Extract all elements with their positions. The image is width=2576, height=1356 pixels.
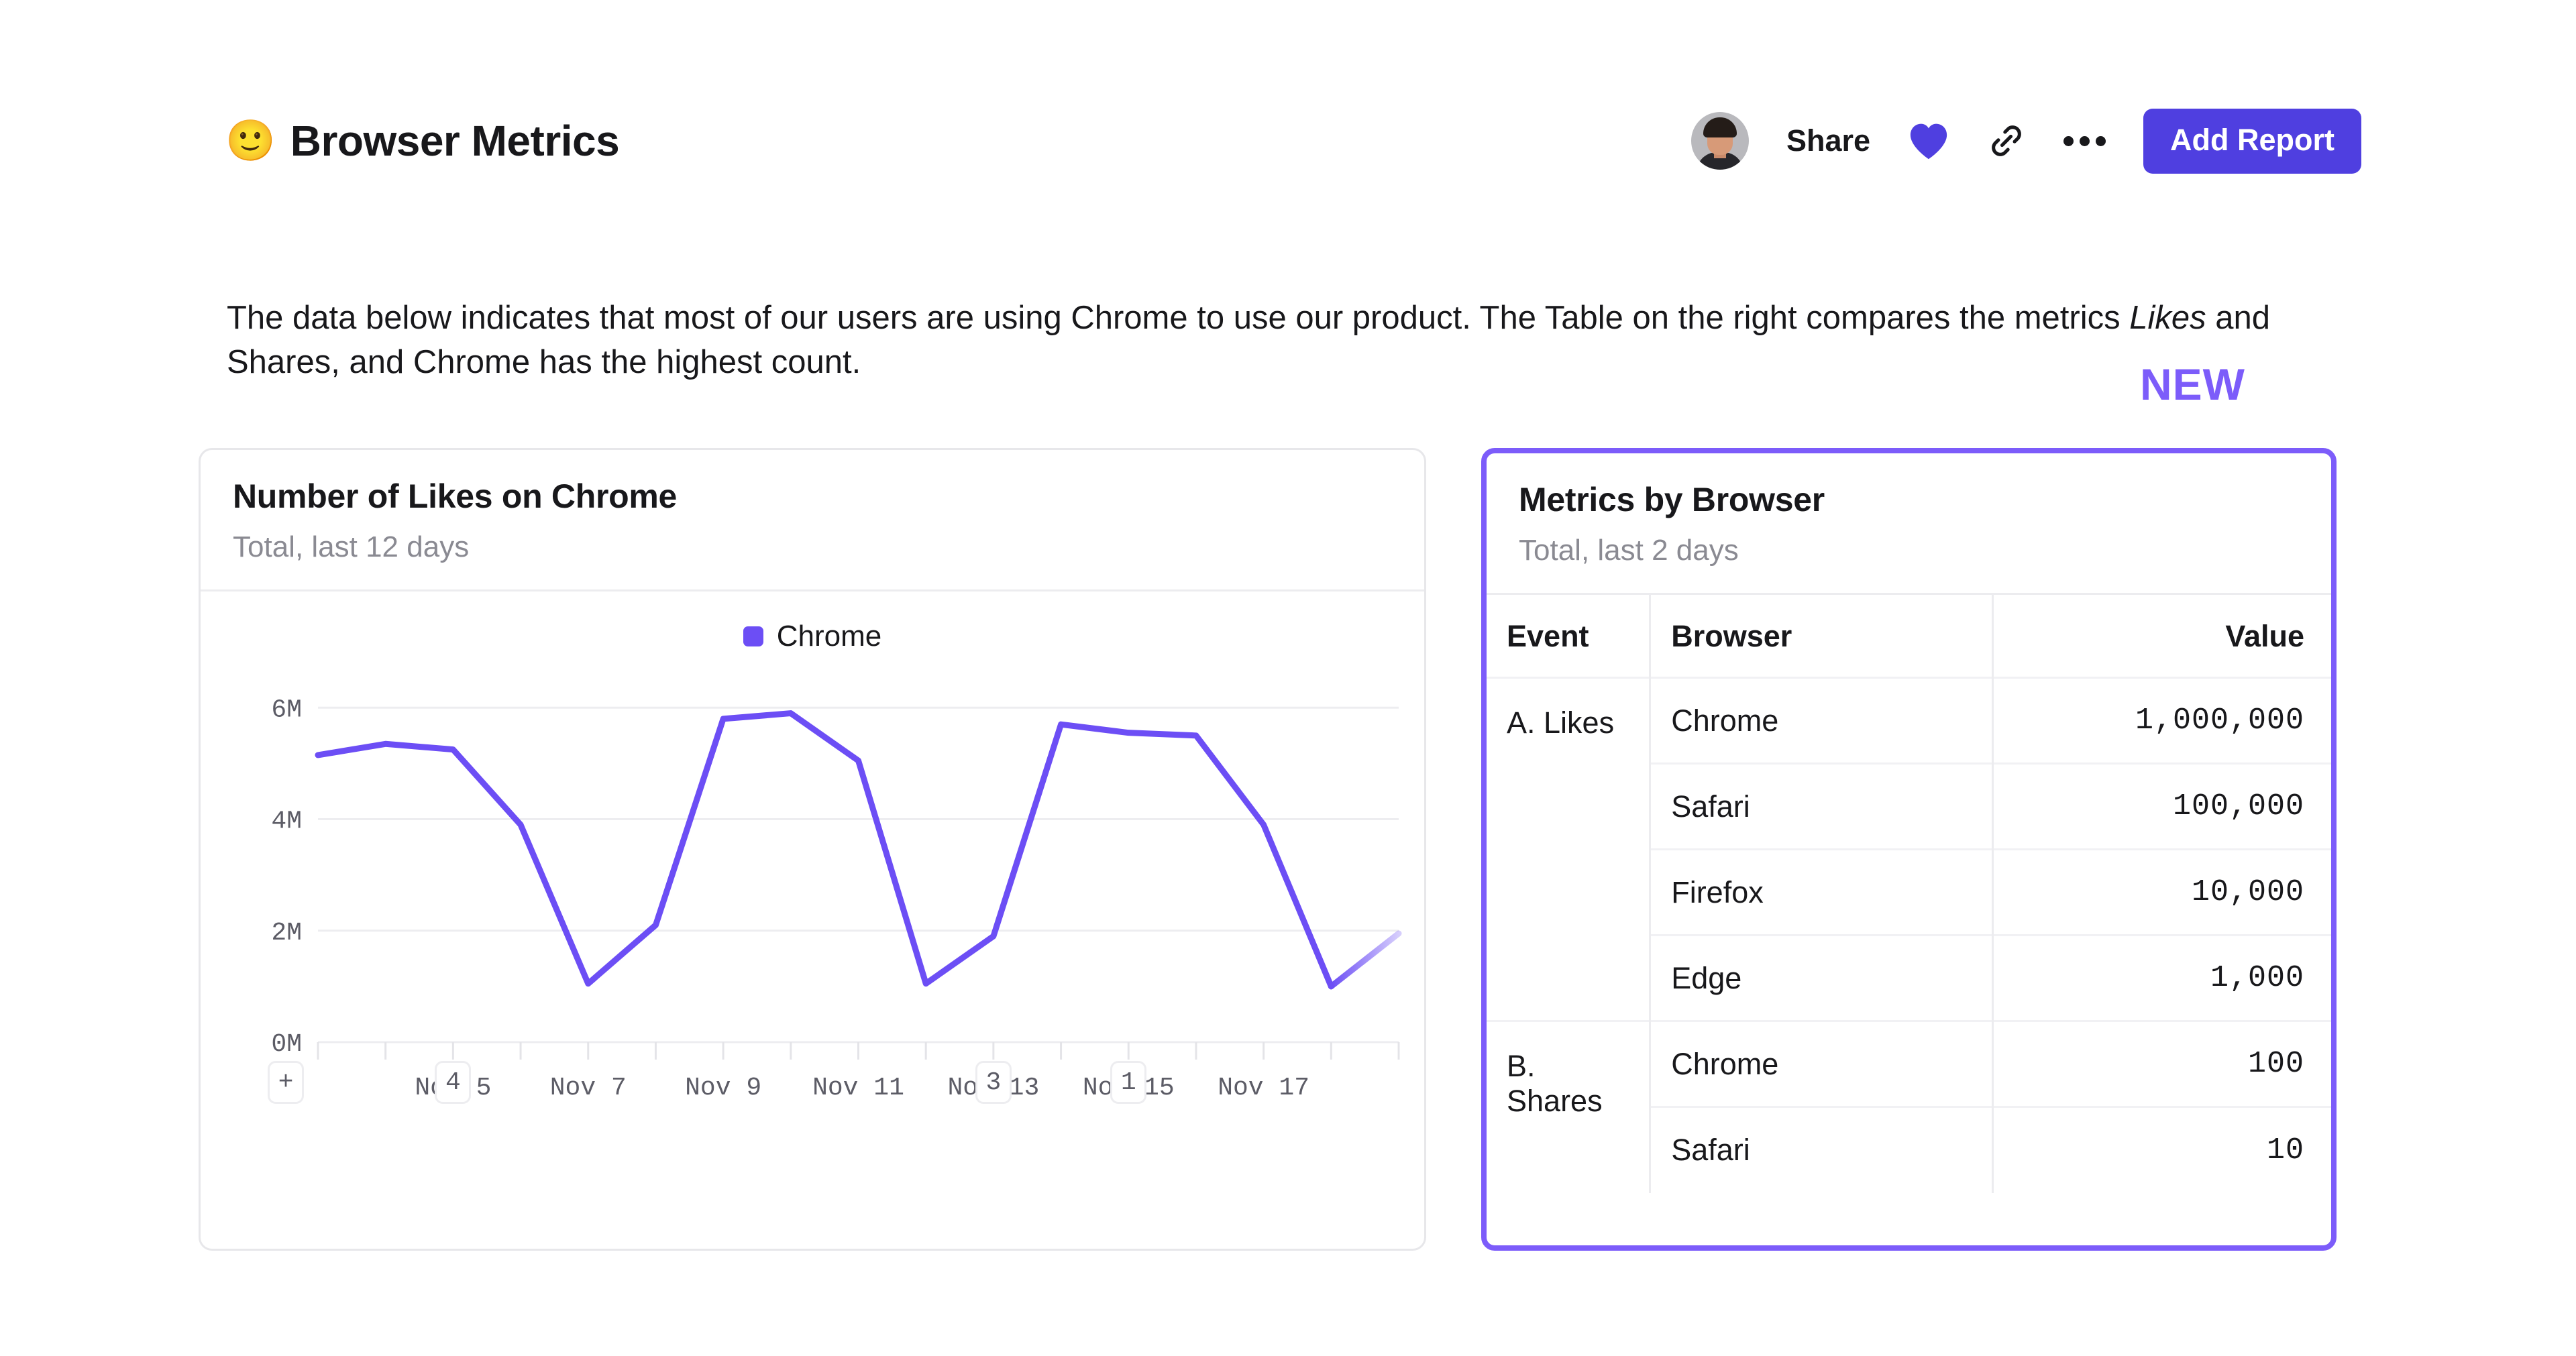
link-icon[interactable]: [1987, 121, 2026, 160]
table-row: Safari 100,000: [1487, 762, 2331, 850]
chart-line-chrome: [315, 710, 1334, 990]
table-row: A. Likes Chrome 1,000,000: [1487, 677, 2331, 1021]
chart-legend: Chrome: [201, 620, 1424, 653]
table-card-divider: [1487, 593, 2331, 595]
dot: [2096, 135, 2106, 146]
header-actions: Share Add Report: [1690, 108, 2361, 174]
annotation-count-chip[interactable]: 4: [435, 1061, 472, 1104]
add-annotation-chip[interactable]: +: [268, 1061, 304, 1104]
y-axis-tick-label: 4M: [271, 807, 302, 836]
table-row: Safari 10: [1487, 1106, 2331, 1193]
chart-annotation-chips: +4 3 1: [201, 1061, 1424, 1128]
table-card-title: Metrics by Browser: [1519, 481, 1825, 518]
page-title-text: Browser Metrics: [290, 117, 620, 165]
page-title: 🙂 Browser Metrics: [225, 116, 620, 166]
chart-card-title: Number of Likes on Chrome: [233, 477, 678, 515]
x-axis-tick-label: Nov 17: [1218, 1074, 1309, 1103]
chart-line-chrome-partial: [1328, 930, 1402, 990]
table-card-header: Metrics by Browser Total, last 2 days: [1487, 453, 2331, 567]
chart-card-header: Number of Likes on Chrome Total, last 12…: [201, 450, 1424, 564]
legend-label-chrome: Chrome: [776, 620, 882, 653]
legend-swatch-chrome: [743, 626, 763, 646]
cell-browser: Edge: [1650, 934, 1994, 1021]
heart-icon[interactable]: [1908, 121, 1949, 160]
metrics-table-card: Metrics by Browser Total, last 2 days Ev…: [1481, 448, 2337, 1251]
cell-value: 1,000: [1992, 934, 2331, 1021]
column-header-event[interactable]: Event: [1487, 595, 1652, 678]
intro-text-part-2: and Shares, and Chrome has the highest c…: [227, 300, 2270, 381]
new-badge: NEW: [2140, 359, 2245, 409]
metrics-table: Event Browser Value A. Likes Chrome 1,000,…: [1487, 595, 2331, 1193]
cell-value: 1,000,000: [1992, 677, 2331, 764]
cell-event: A. Likes: [1487, 677, 1652, 1021]
table-row: B. Shares Chrome 100: [1487, 1020, 2331, 1193]
page-header: 🙂 Browser Metrics Share: [225, 101, 2361, 181]
chart-card-divider: [201, 589, 1424, 591]
intro-text-part-1: The data below indicates that most of ou…: [227, 300, 2130, 336]
cell-value: 10: [1992, 1106, 2331, 1193]
avatar[interactable]: [1690, 112, 1749, 170]
annotation-count-chip[interactable]: 1: [1110, 1061, 1147, 1104]
cell-browser: Chrome: [1650, 1020, 1994, 1107]
avatar-hair: [1703, 117, 1737, 137]
x-axis-tick-label: Nov 9: [685, 1074, 761, 1103]
annotation-count-chip[interactable]: 3: [975, 1061, 1012, 1104]
cell-browser: Chrome: [1650, 677, 1994, 764]
intro-paragraph: The data below indicates that most of ou…: [227, 296, 2360, 384]
dot: [2080, 135, 2090, 146]
table-row: Firefox 10,000: [1487, 848, 2331, 936]
x-axis-tick-label: Nov 7: [550, 1074, 627, 1103]
x-axis-tick-label: Nov 11: [812, 1074, 904, 1103]
y-axis-tick-label: 0M: [271, 1030, 302, 1059]
share-button[interactable]: Share: [1786, 123, 1871, 158]
three-dots-icon[interactable]: [2063, 135, 2106, 146]
table-card-subtitle: Total, last 2 days: [1519, 534, 1739, 567]
cell-value: 10,000: [1992, 848, 2331, 936]
y-axis-tick-label: 2M: [271, 919, 302, 948]
cell-browser: Firefox: [1650, 848, 1994, 936]
column-header-browser[interactable]: Browser: [1650, 595, 1994, 678]
dot: [2063, 135, 2074, 146]
cell-browser: Safari: [1650, 1106, 1994, 1193]
chart-card: Number of Likes on Chrome Total, last 12…: [199, 448, 1426, 1251]
cell-event: B. Shares: [1487, 1020, 1652, 1193]
table-header-row: Event Browser Value: [1487, 595, 2331, 678]
cell-value: 100,000: [1992, 762, 2331, 850]
y-axis-tick-label: 6M: [271, 695, 302, 724]
cell-value: 100: [1992, 1020, 2331, 1107]
intro-emphasis: Likes: [2129, 300, 2206, 336]
column-header-value[interactable]: Value: [2225, 619, 2304, 653]
add-report-button[interactable]: Add Report: [2143, 108, 2361, 174]
chart-card-subtitle: Total, last 12 days: [233, 530, 470, 563]
slightly-smiling-face-emoji: 🙂: [225, 118, 276, 163]
cell-browser: Safari: [1650, 762, 1994, 850]
table-row: Edge 1,000: [1487, 934, 2331, 1021]
